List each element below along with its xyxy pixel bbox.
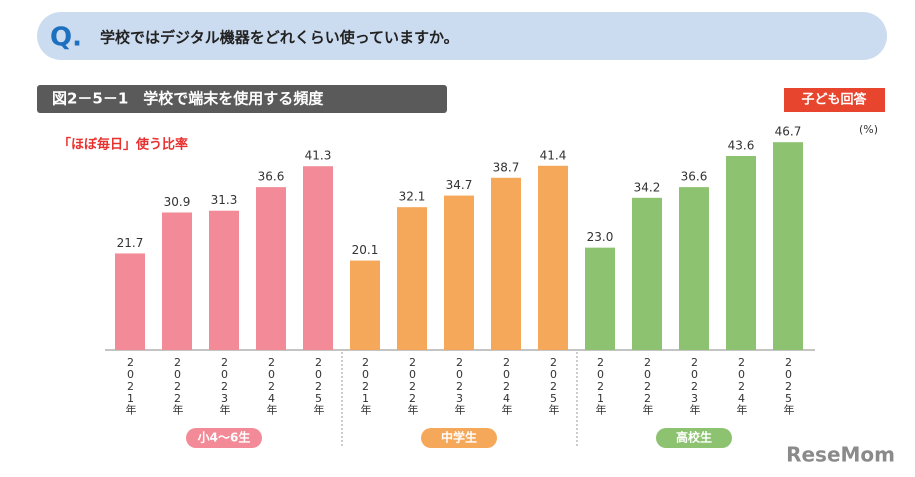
group-label: 小4〜6生 xyxy=(198,430,251,445)
bar xyxy=(350,260,380,350)
group-label: 中学生 xyxy=(441,430,477,445)
x-tick-label: 2024年 xyxy=(265,356,278,415)
x-tick-label: 2021年 xyxy=(124,356,137,415)
x-tick-label: 2025年 xyxy=(782,356,795,415)
bar xyxy=(397,207,427,350)
group-pill xyxy=(421,428,497,448)
question-bar xyxy=(37,12,887,60)
question-text: 学校ではデジタル機器をどれくらい使っていますか。 xyxy=(100,29,459,47)
question-marker: Q. xyxy=(50,23,82,53)
badge xyxy=(784,88,885,112)
value-label: 21.7 xyxy=(117,236,144,250)
bar xyxy=(538,165,568,350)
x-tick-label: 2022年 xyxy=(641,356,654,415)
bar xyxy=(303,166,333,350)
chart-title: 図2－5－1 学校で端末を使用する頻度 xyxy=(52,90,324,108)
value-label: 32.1 xyxy=(399,190,426,204)
x-tick-label: 2023年 xyxy=(688,356,701,415)
unit: (%) xyxy=(859,123,878,136)
bar xyxy=(773,142,803,350)
value-label: 41.4 xyxy=(540,148,567,162)
value-label: 41.3 xyxy=(305,149,332,163)
x-tick-label: 2024年 xyxy=(735,356,748,415)
bar xyxy=(726,155,756,350)
x-tick-label: 2024年 xyxy=(500,356,513,415)
bar xyxy=(256,187,286,350)
group-pill xyxy=(186,428,262,448)
value-label: 34.2 xyxy=(634,180,661,194)
value-label: 36.6 xyxy=(681,170,708,184)
bar xyxy=(585,247,615,350)
bar xyxy=(162,212,192,350)
x-tick-label: 2025年 xyxy=(547,356,560,415)
x-tick-label: 2021年 xyxy=(594,356,607,415)
bar xyxy=(632,197,662,350)
x-tick-label: 2022年 xyxy=(406,356,419,415)
subtitle: 「ほぼ毎日」使う比率 xyxy=(58,137,188,153)
x-tick-label: 2022年 xyxy=(171,356,184,415)
watermark: ReseMom xyxy=(786,443,895,467)
value-label: 38.7 xyxy=(493,160,520,174)
bar xyxy=(115,253,145,350)
title-bar xyxy=(37,85,447,113)
value-label: 43.6 xyxy=(728,138,755,152)
badge-text: 子ども回答 xyxy=(801,92,867,108)
x-tick-label: 2021年 xyxy=(359,356,372,415)
value-label: 30.9 xyxy=(164,195,191,209)
group-label: 高校生 xyxy=(676,430,712,445)
value-label: 34.7 xyxy=(446,178,473,192)
x-tick-label: 2023年 xyxy=(453,356,466,415)
bar xyxy=(491,177,521,350)
value-label: 20.1 xyxy=(352,243,379,257)
bar xyxy=(679,187,709,350)
x-tick-label: 2025年 xyxy=(312,356,325,415)
x-tick-label: 2023年 xyxy=(218,356,231,415)
value-label: 31.3 xyxy=(211,193,238,207)
value-label: 36.6 xyxy=(258,170,285,184)
bar xyxy=(209,210,239,350)
bar xyxy=(444,195,474,350)
value-label: 46.7 xyxy=(775,125,802,139)
group-pill xyxy=(656,428,732,448)
value-label: 23.0 xyxy=(587,230,614,244)
